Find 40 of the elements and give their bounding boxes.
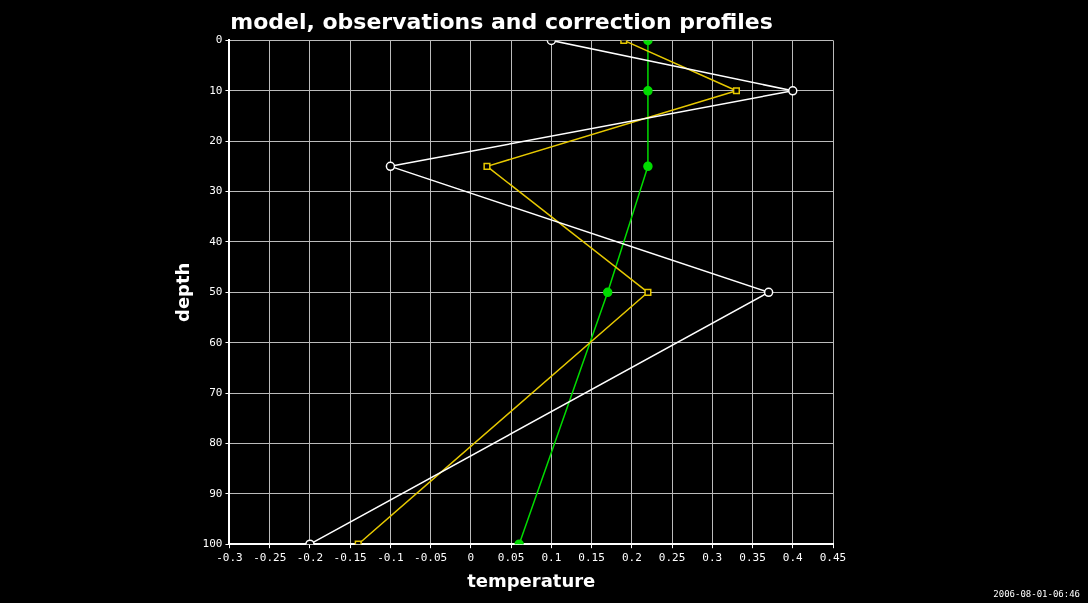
y-tick-label: 50 (209, 285, 223, 299)
point (732, 87, 741, 95)
point (788, 86, 798, 96)
point (644, 288, 652, 296)
point (385, 161, 396, 172)
y-tick-label: 30 (209, 184, 223, 198)
x-tick-label: -0.05 (414, 550, 448, 564)
x-tick-label: 0 (467, 550, 475, 564)
y-tick-label: 10 (209, 83, 223, 97)
point (483, 162, 491, 170)
x-tick-label: -0.2 (296, 550, 324, 564)
x-tick-label: 0.25 (658, 550, 686, 564)
x-axis-title: temperature (467, 569, 596, 591)
point (643, 86, 653, 96)
y-tick-label: 90 (209, 486, 223, 500)
y-tick-label: 20 (209, 134, 223, 148)
y-tick-label: 100 (202, 537, 223, 551)
point (602, 287, 613, 298)
y-axis-title: depth (172, 262, 194, 322)
x-tick-label: 0.1 (541, 550, 562, 564)
x-tick-label: -0.25 (253, 550, 287, 564)
text: 2006-08-01-06:46 (993, 589, 1080, 599)
y-tick-label: 80 (209, 436, 223, 450)
chart-title: model, observations and correction profiles (230, 8, 773, 34)
x-tick-label: 0.3 (702, 550, 723, 564)
x-tick-label: -0.15 (333, 550, 367, 564)
x-tick-label: 0.15 (578, 550, 605, 564)
y-tick-label: 60 (209, 335, 223, 349)
x-tick-label: 0.2 (621, 550, 642, 564)
y-tick-label: 70 (209, 385, 223, 399)
x-tick-label: 0.4 (782, 550, 804, 564)
x-tick-label: 0.45 (819, 550, 847, 564)
x-tick-label: 0.35 (739, 550, 766, 564)
point (643, 161, 653, 172)
x-tick-label: -0.3 (216, 550, 243, 564)
x-tick-label: 0.05 (497, 550, 525, 564)
y-tick-label: 0 (215, 33, 223, 47)
point (763, 287, 774, 298)
y-tick-label: 40 (209, 234, 223, 248)
x-tick-label: -0.1 (377, 550, 404, 564)
